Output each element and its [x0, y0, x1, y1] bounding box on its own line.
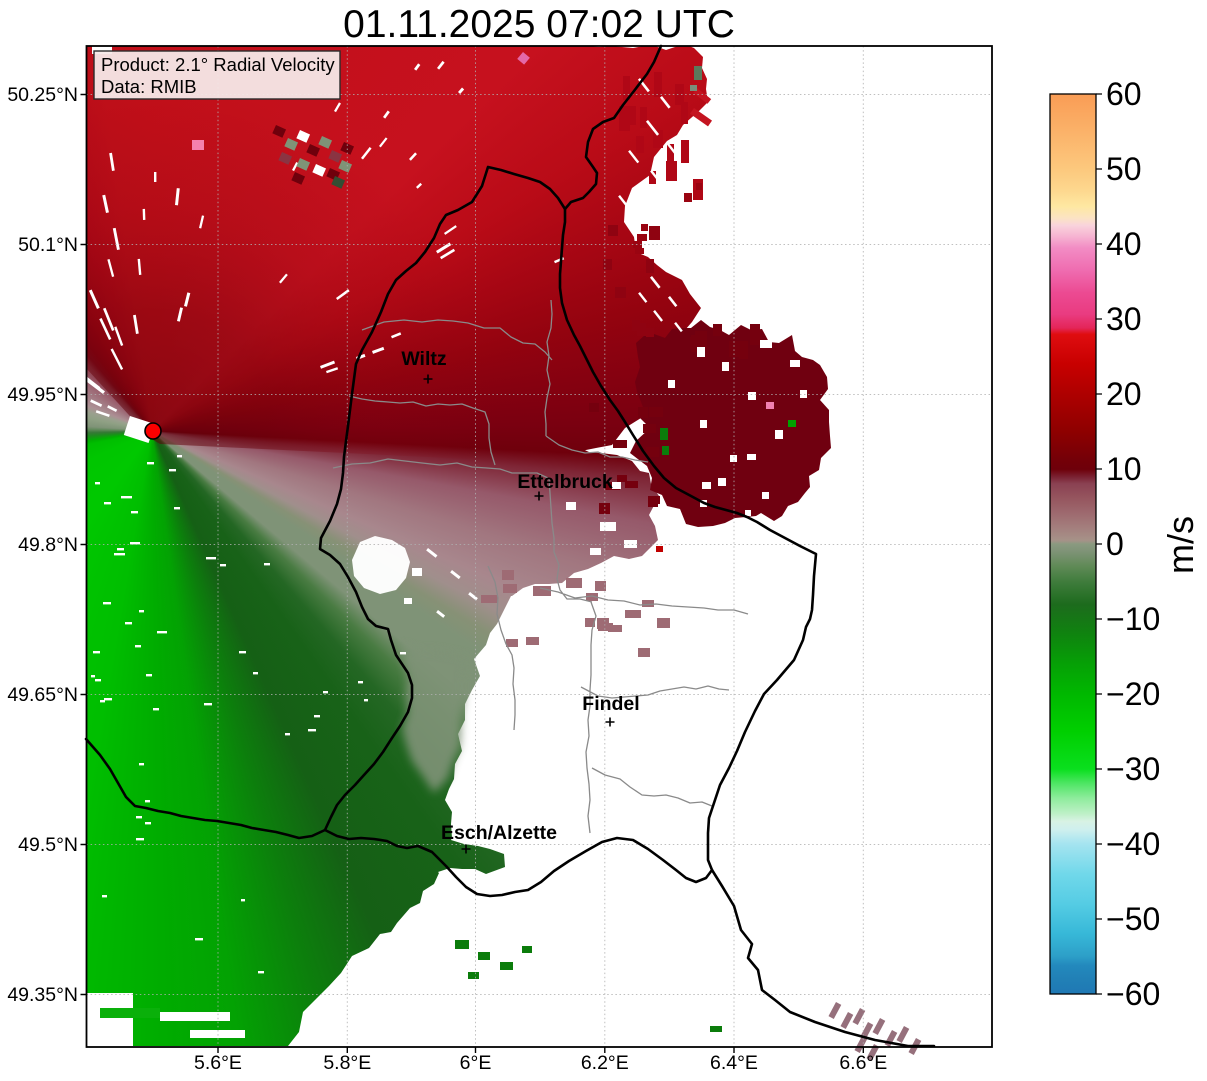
svg-text:6.4°E: 6.4°E [710, 1052, 758, 1074]
svg-text:10: 10 [1106, 451, 1142, 487]
svg-text:Esch/Alzette: Esch/Alzette [441, 822, 557, 844]
svg-text:6.2°E: 6.2°E [581, 1052, 629, 1074]
svg-text:Wiltz: Wiltz [401, 348, 447, 370]
svg-text:Findel: Findel [582, 693, 639, 715]
svg-text:−50: −50 [1106, 901, 1160, 937]
svg-text:49.8°N: 49.8°N [18, 534, 78, 556]
svg-text:20: 20 [1106, 376, 1142, 412]
svg-text:Ettelbruck: Ettelbruck [517, 471, 613, 493]
svg-text:−10: −10 [1106, 601, 1160, 637]
svg-text:Data: RMIB: Data: RMIB [101, 76, 197, 97]
svg-text:49.35°N: 49.35°N [7, 984, 78, 1006]
svg-text:−30: −30 [1106, 751, 1160, 787]
svg-text:49.5°N: 49.5°N [18, 834, 78, 856]
svg-text:Product: 2.1° Radial Velocity: Product: 2.1° Radial Velocity [101, 54, 335, 75]
svg-text:60: 60 [1106, 76, 1142, 112]
svg-text:50.1°N: 50.1°N [18, 234, 78, 256]
svg-text:−40: −40 [1106, 826, 1160, 862]
svg-text:49.65°N: 49.65°N [7, 684, 78, 706]
svg-text:m/s: m/s [1160, 516, 1201, 574]
svg-text:01.11.2025 07:02 UTC: 01.11.2025 07:02 UTC [343, 3, 735, 46]
svg-text:50: 50 [1106, 151, 1142, 187]
svg-text:6.6°E: 6.6°E [839, 1052, 887, 1074]
svg-text:0: 0 [1106, 526, 1124, 562]
svg-text:50.25°N: 50.25°N [7, 84, 78, 106]
svg-text:5.8°E: 5.8°E [323, 1052, 371, 1074]
svg-text:6°E: 6°E [460, 1052, 492, 1074]
svg-text:5.6°E: 5.6°E [194, 1052, 242, 1074]
svg-text:49.95°N: 49.95°N [7, 384, 78, 406]
svg-text:30: 30 [1106, 301, 1142, 337]
svg-text:40: 40 [1106, 226, 1142, 262]
svg-text:−60: −60 [1106, 976, 1160, 1012]
svg-text:−20: −20 [1106, 676, 1160, 712]
